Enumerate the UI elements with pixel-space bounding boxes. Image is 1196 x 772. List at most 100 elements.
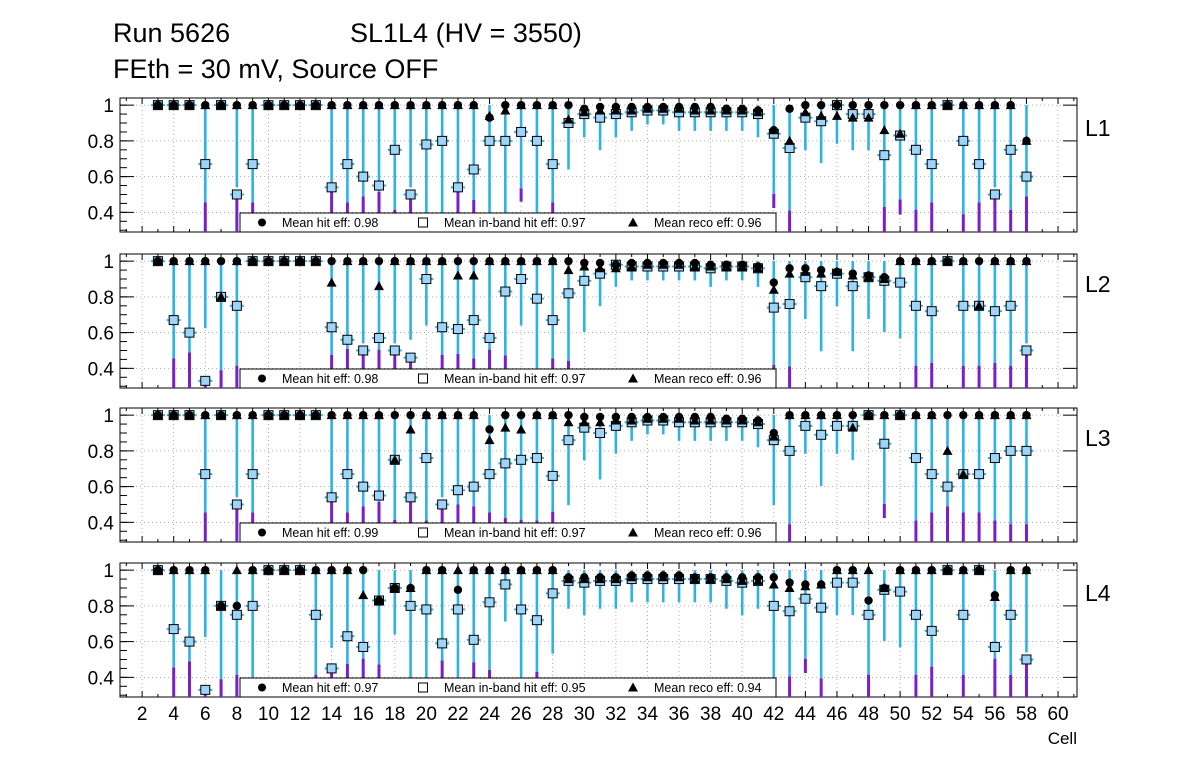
reco-eff-marker xyxy=(373,281,384,291)
hit-eff-marker xyxy=(390,100,399,110)
hit-eff-marker xyxy=(374,100,384,110)
hit-eff-marker xyxy=(580,412,589,422)
hit-eff-marker xyxy=(295,565,305,575)
hit-eff-marker xyxy=(990,256,1000,266)
hit-eff-marker xyxy=(643,102,652,112)
inband-eff-marker xyxy=(484,135,495,146)
inband-eff-marker xyxy=(974,159,985,170)
x-tick-label: 26 xyxy=(511,704,532,725)
x-tick-label: 56 xyxy=(984,704,1005,725)
hit-eff-marker xyxy=(595,573,605,582)
inband-eff-marker xyxy=(184,327,195,338)
inband-eff-marker xyxy=(231,609,242,620)
inband-eff-marker xyxy=(500,135,511,146)
inband-eff-marker xyxy=(926,306,937,317)
hit-eff-marker xyxy=(611,573,621,582)
hit-eff-marker xyxy=(311,565,321,575)
hit-eff-marker xyxy=(185,256,194,266)
x-tick-label: 10 xyxy=(258,704,279,725)
hit-eff-marker xyxy=(738,573,747,582)
reco-eff-marker xyxy=(958,469,969,479)
hit-eff-marker xyxy=(453,256,463,266)
y-tick-label: 0.4 xyxy=(88,203,115,224)
panel-l3: 0.4 0.6 0.8 1 L3 Mean hit eff: 0.99 Mean in-ba… xyxy=(88,406,1111,543)
inband-eff-marker xyxy=(1005,609,1016,620)
inband-eff-marker xyxy=(452,604,463,615)
hit-eff-marker xyxy=(769,428,778,438)
x-tick-label: 60 xyxy=(1047,704,1068,725)
inband-eff-marker xyxy=(1005,144,1016,155)
hit-eff-marker xyxy=(501,256,510,266)
legend-reco-marker xyxy=(628,527,638,537)
y-tick-label: 0.6 xyxy=(88,478,114,499)
hit-eff-marker xyxy=(848,565,857,575)
x-tick-label: 16 xyxy=(353,704,374,725)
inband-eff-marker xyxy=(373,490,384,501)
hit-eff-marker xyxy=(911,565,921,575)
hit-eff-marker xyxy=(485,565,494,575)
hit-eff-marker xyxy=(169,100,178,110)
hit-eff-marker xyxy=(280,565,289,575)
hit-eff-marker xyxy=(927,100,936,110)
hit-eff-marker xyxy=(248,100,257,110)
hit-eff-marker xyxy=(248,565,257,575)
hit-eff-marker xyxy=(627,412,636,422)
reco-eff-marker xyxy=(231,565,242,575)
inband-eff-marker xyxy=(358,171,369,182)
legend-entry: Mean reco eff: 0.96 xyxy=(654,372,762,386)
hit-eff-marker xyxy=(232,601,242,611)
hit-eff-marker xyxy=(422,256,431,266)
inband-eff-marker xyxy=(358,481,369,492)
hit-eff-marker xyxy=(374,596,384,605)
inband-eff-marker xyxy=(421,604,432,615)
hit-eff-marker xyxy=(706,260,715,269)
inband-eff-marker xyxy=(231,300,242,311)
inband-eff-marker xyxy=(405,492,416,503)
hit-eff-marker xyxy=(990,410,1000,420)
panel-label: L3 xyxy=(1085,425,1111,451)
hit-eff-marker xyxy=(327,410,336,420)
legend-entry: Mean in-band hit eff: 0.97 xyxy=(444,526,586,540)
hit-eff-marker xyxy=(185,410,194,420)
x-tick-label: 6 xyxy=(200,704,211,725)
x-tick-label: 48 xyxy=(858,704,879,725)
hit-eff-marker xyxy=(753,262,763,271)
inband-eff-marker xyxy=(547,470,558,481)
hit-eff-marker xyxy=(974,256,984,266)
hit-eff-marker xyxy=(201,410,210,420)
inband-eff-marker xyxy=(879,438,890,449)
inband-eff-marker xyxy=(389,144,400,155)
inband-eff-marker xyxy=(421,139,432,150)
reco-eff-marker xyxy=(768,284,779,294)
inband-eff-marker xyxy=(168,315,179,326)
hit-eff-marker xyxy=(690,573,700,582)
hit-eff-marker xyxy=(816,265,826,275)
hit-eff-marker xyxy=(327,565,336,575)
reco-eff-marker xyxy=(863,565,874,575)
legend-entry: Mean hit eff: 0.98 xyxy=(282,216,378,230)
hit-eff-marker xyxy=(532,410,542,420)
hit-eff-marker xyxy=(1022,256,1031,266)
reco-eff-marker xyxy=(784,583,795,593)
inband-eff-marker xyxy=(942,481,953,492)
hit-eff-marker xyxy=(832,410,842,420)
hit-eff-marker xyxy=(1022,565,1031,575)
hit-eff-marker xyxy=(216,410,226,420)
hit-eff-marker xyxy=(785,104,794,113)
hit-eff-marker xyxy=(358,410,368,420)
inband-eff-marker xyxy=(816,429,827,440)
hit-eff-marker xyxy=(327,256,336,266)
hit-eff-marker xyxy=(943,256,952,266)
reco-eff-marker xyxy=(326,277,337,287)
legend-entry: Mean reco eff: 0.96 xyxy=(654,526,762,540)
inband-eff-marker xyxy=(326,322,337,333)
hit-eff-marker xyxy=(990,100,1000,110)
reco-eff-marker xyxy=(879,125,890,135)
hit-eff-marker xyxy=(864,100,873,110)
hit-eff-marker xyxy=(595,412,605,422)
reco-eff-marker xyxy=(452,270,463,280)
hit-eff-marker xyxy=(722,104,731,113)
inband-eff-marker xyxy=(974,469,985,480)
inband-eff-marker xyxy=(1005,445,1016,456)
hit-eff-marker xyxy=(769,125,778,135)
